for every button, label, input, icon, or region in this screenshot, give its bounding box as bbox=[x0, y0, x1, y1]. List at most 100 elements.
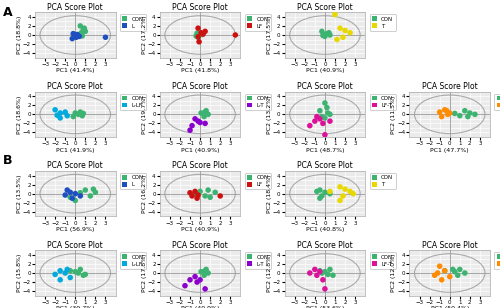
Point bbox=[70, 31, 78, 36]
Point bbox=[311, 267, 319, 272]
Point bbox=[194, 192, 202, 197]
Point bbox=[324, 111, 332, 116]
Point bbox=[191, 274, 199, 279]
Point bbox=[188, 193, 196, 198]
X-axis label: PC1 (48.7%): PC1 (48.7%) bbox=[306, 148, 344, 152]
Point bbox=[63, 188, 71, 192]
Point bbox=[193, 31, 201, 36]
Point bbox=[471, 112, 479, 117]
Point bbox=[316, 108, 324, 113]
Point bbox=[196, 120, 204, 125]
Point bbox=[318, 114, 326, 119]
Point bbox=[74, 32, 82, 37]
Y-axis label: PC2 (15.8%): PC2 (15.8%) bbox=[17, 254, 22, 292]
Point bbox=[329, 273, 337, 278]
Y-axis label: PC2 (11.5%): PC2 (11.5%) bbox=[392, 95, 396, 133]
Legend: CON, LF: CON, LF bbox=[244, 14, 271, 31]
Point bbox=[194, 26, 202, 31]
Point bbox=[326, 119, 334, 124]
Point bbox=[211, 190, 219, 195]
Point bbox=[194, 35, 202, 40]
Point bbox=[321, 286, 329, 291]
Point bbox=[444, 112, 452, 117]
Point bbox=[313, 273, 321, 278]
Point bbox=[76, 34, 84, 39]
Point bbox=[440, 107, 448, 112]
Point bbox=[191, 189, 199, 194]
Y-axis label: PC2 (17.8%): PC2 (17.8%) bbox=[142, 254, 147, 292]
Point bbox=[306, 123, 314, 128]
Point bbox=[339, 35, 347, 40]
X-axis label: PC1 (47.7%): PC1 (47.7%) bbox=[430, 148, 469, 152]
Point bbox=[200, 114, 208, 119]
Point bbox=[192, 34, 200, 38]
Point bbox=[195, 33, 203, 38]
Point bbox=[202, 108, 210, 113]
Point bbox=[456, 267, 464, 272]
Point bbox=[90, 187, 98, 192]
Point bbox=[76, 193, 84, 198]
Point bbox=[326, 112, 334, 117]
Point bbox=[193, 280, 201, 285]
Point bbox=[321, 116, 329, 120]
Point bbox=[319, 121, 327, 126]
Point bbox=[440, 268, 448, 273]
Point bbox=[346, 189, 354, 194]
Point bbox=[191, 191, 199, 196]
Point bbox=[320, 32, 328, 37]
Title: PCA Score Plot: PCA Score Plot bbox=[172, 161, 228, 170]
Point bbox=[454, 273, 462, 278]
Point bbox=[66, 190, 74, 195]
Point bbox=[76, 110, 84, 115]
Point bbox=[316, 188, 324, 192]
Point bbox=[82, 188, 90, 192]
Point bbox=[68, 36, 76, 41]
Point bbox=[461, 108, 469, 113]
Legend: CON, T: CON, T bbox=[370, 14, 396, 31]
Legend: CON, L-LF: CON, L-LF bbox=[120, 252, 146, 269]
Title: PCA Score Plot: PCA Score Plot bbox=[172, 2, 228, 11]
X-axis label: PC1 (40.9%): PC1 (40.9%) bbox=[181, 148, 220, 152]
Point bbox=[196, 277, 204, 282]
Point bbox=[63, 113, 71, 118]
Y-axis label: PC2 (13.2%): PC2 (13.2%) bbox=[266, 95, 272, 134]
Point bbox=[201, 268, 209, 273]
Point bbox=[324, 272, 332, 277]
Point bbox=[198, 32, 206, 37]
Point bbox=[446, 111, 454, 116]
Point bbox=[56, 111, 64, 116]
Point bbox=[56, 116, 64, 120]
Point bbox=[76, 23, 84, 28]
Point bbox=[442, 108, 450, 113]
Point bbox=[186, 128, 194, 133]
Point bbox=[82, 29, 90, 34]
Point bbox=[80, 273, 88, 278]
Legend: CON, L: CON, L bbox=[120, 173, 146, 189]
Point bbox=[199, 111, 207, 116]
Point bbox=[72, 191, 80, 196]
Point bbox=[186, 190, 194, 195]
Point bbox=[316, 116, 324, 121]
Text: B: B bbox=[2, 154, 12, 167]
Y-axis label: PC2 (12.8%): PC2 (12.8%) bbox=[266, 254, 272, 292]
Point bbox=[323, 31, 331, 36]
Point bbox=[201, 286, 209, 291]
Point bbox=[323, 105, 331, 110]
Point bbox=[196, 189, 204, 194]
Point bbox=[331, 12, 339, 17]
Point bbox=[195, 39, 203, 44]
Point bbox=[197, 269, 205, 274]
Point bbox=[61, 192, 69, 197]
Point bbox=[72, 111, 80, 116]
Title: PCA Score Plot: PCA Score Plot bbox=[422, 241, 478, 249]
Point bbox=[319, 277, 327, 282]
Point bbox=[72, 269, 80, 274]
Point bbox=[326, 189, 334, 194]
Point bbox=[201, 121, 209, 126]
Title: PCA Score Plot: PCA Score Plot bbox=[297, 82, 353, 91]
Y-axis label: PC2 (16.2%): PC2 (16.2%) bbox=[142, 174, 147, 213]
Point bbox=[204, 112, 212, 117]
Point bbox=[336, 198, 344, 203]
Point bbox=[321, 100, 329, 105]
Point bbox=[61, 110, 69, 115]
